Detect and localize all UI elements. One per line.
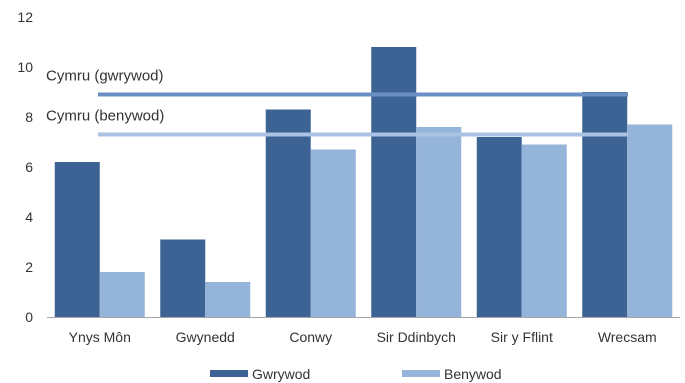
bar-gwrywod <box>54 162 100 317</box>
y-tick-label: 6 <box>25 159 33 175</box>
bar-series <box>54 47 673 317</box>
y-tick-label: 10 <box>17 59 33 75</box>
legend-swatch <box>210 370 248 377</box>
y-tick-label: 4 <box>25 209 33 225</box>
x-category-label: Gwynedd <box>176 329 235 345</box>
x-category-label: Conwy <box>289 329 332 345</box>
bar-benywod <box>205 282 251 317</box>
legend: Gwrywod Benywod <box>210 366 502 382</box>
bar-gwrywod <box>265 109 311 317</box>
y-tick-label: 0 <box>25 309 33 325</box>
legend-label: Benywod <box>444 366 502 382</box>
y-axis-ticks: 0 2 4 6 8 10 12 <box>17 9 33 325</box>
x-category-label: Wrecsam <box>598 329 657 345</box>
legend-swatch <box>402 370 440 377</box>
x-category-label: Ynys Môn <box>69 329 131 345</box>
bar-benywod <box>521 144 567 317</box>
legend-label: Gwrywod <box>252 366 310 382</box>
reference-lines: Cymru (gwrywod) Cymru (benywod) <box>46 68 628 137</box>
y-tick-label: 8 <box>25 109 33 125</box>
bar-gwrywod <box>582 92 628 317</box>
y-tick-label: 2 <box>25 259 33 275</box>
reference-line-label: Cymru (benywod) <box>46 108 164 125</box>
bar-benywod <box>99 272 145 317</box>
bar-benywod <box>416 127 462 317</box>
bar-gwrywod <box>476 137 522 317</box>
bar-benywod <box>310 149 356 317</box>
x-category-label: Sir Ddinbych <box>377 329 456 345</box>
reference-line-label: Cymru (gwrywod) <box>46 68 164 85</box>
x-axis-categories: Ynys Môn Gwynedd Conwy Sir Ddinbych Sir y Ff… <box>69 329 657 345</box>
bar-benywod <box>627 124 673 317</box>
bar-gwrywod <box>371 47 417 317</box>
y-tick-label: 12 <box>17 9 33 25</box>
bar-gwrywod <box>160 239 206 317</box>
x-category-label: Sir y Fflint <box>491 329 553 345</box>
